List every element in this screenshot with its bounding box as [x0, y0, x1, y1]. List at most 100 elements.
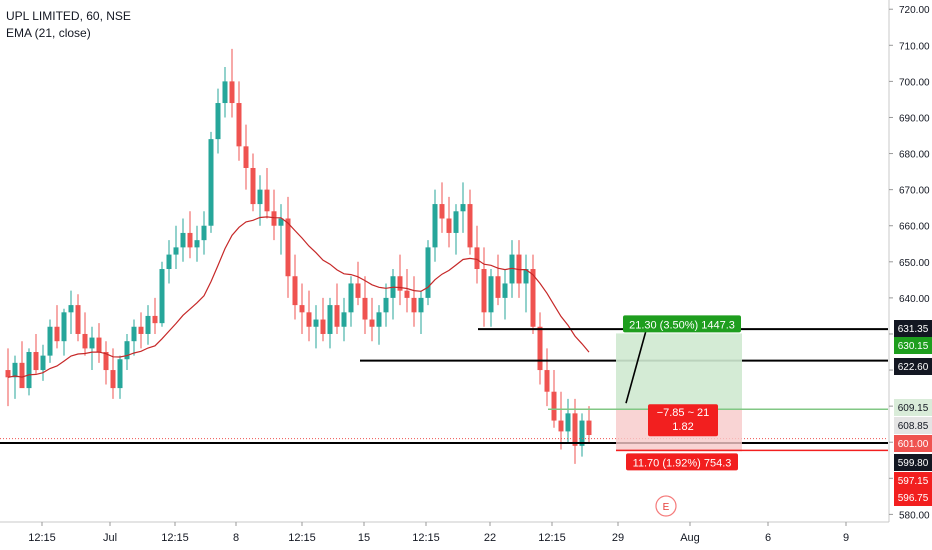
candle-body	[313, 319, 319, 327]
profit-label-bg	[623, 315, 741, 333]
ema-line	[7, 216, 590, 378]
time-tick-label: 9	[843, 532, 849, 544]
price-label: 601.00	[894, 435, 932, 452]
candle-body	[537, 326, 543, 371]
candle-body	[327, 305, 333, 334]
candle-body	[103, 352, 109, 371]
candle-body	[222, 81, 228, 104]
price-label-bg	[894, 417, 932, 434]
candle-body	[201, 225, 207, 241]
candle-body	[19, 362, 25, 389]
candle-body	[467, 204, 473, 248]
candle-body	[236, 103, 242, 147]
candle-body	[96, 337, 102, 353]
candle-body	[40, 355, 46, 371]
candle-body	[243, 146, 249, 168]
price-label-bg	[894, 358, 932, 375]
price-tick-label: 650.00	[899, 258, 930, 269]
candle-body	[110, 370, 116, 389]
candle-body	[145, 315, 151, 334]
price-label-bg	[894, 454, 932, 471]
loss-label: 11.70 (1.92%) 754.3	[626, 453, 738, 471]
candle-body	[397, 276, 403, 291]
candle-body	[306, 312, 312, 327]
arrow-line	[625, 323, 649, 404]
candle-body	[362, 297, 368, 320]
candle-body	[544, 370, 550, 392]
candle-body	[432, 204, 438, 248]
candle-body	[264, 189, 270, 212]
candle-body	[376, 312, 382, 327]
loss-label-bg	[626, 453, 738, 471]
price-label-bg	[894, 472, 932, 489]
price-tick-label: 680.00	[899, 150, 930, 161]
candle-body	[404, 290, 410, 298]
candle-body	[565, 413, 571, 432]
candle-body	[82, 333, 88, 349]
candle-body	[208, 139, 214, 226]
candle-body	[411, 297, 417, 313]
earnings-letter: E	[663, 502, 670, 513]
time-tick-label: 22	[484, 532, 496, 544]
price-label-text: 631.35	[898, 324, 929, 335]
risk-reward-line1: −7.85 ~ 21	[657, 407, 710, 419]
price-label: 599.80	[894, 454, 932, 471]
candle-body	[68, 305, 74, 313]
price-label: 608.85	[894, 417, 932, 434]
candle-body	[75, 305, 81, 334]
time-tick-label: 12:15	[28, 532, 56, 544]
risk-reward-bg	[648, 404, 718, 437]
candle-body	[173, 247, 179, 255]
candle-body	[89, 337, 95, 349]
candle-body	[187, 232, 193, 248]
price-tick-label: 710.00	[899, 41, 930, 52]
candle-body	[194, 240, 200, 248]
price-label-bg	[894, 320, 932, 337]
price-tick-label: 690.00	[899, 113, 930, 124]
price-label-text: 596.75	[898, 493, 929, 504]
candle-body	[481, 269, 487, 313]
price-label: 597.15	[894, 472, 932, 489]
candle-body	[383, 297, 389, 313]
price-tick-label: 640.00	[899, 294, 930, 305]
candle-body	[285, 218, 291, 277]
candle-body	[334, 305, 340, 327]
candle-body	[299, 305, 305, 313]
candle-body	[348, 283, 354, 313]
candle-body	[488, 276, 494, 313]
candle-body	[117, 359, 123, 389]
candle-body	[61, 312, 67, 342]
candle-body	[124, 341, 130, 360]
price-label: 630.15	[894, 337, 932, 354]
indicator-label[interactable]: EMA (21, close)	[6, 26, 91, 40]
candle-body	[271, 211, 277, 226]
candle-body	[257, 189, 263, 205]
candle-body	[26, 352, 32, 389]
candle-body	[152, 315, 158, 324]
candle-body	[166, 254, 172, 270]
profit-zone	[616, 333, 742, 410]
candle-body	[453, 211, 459, 233]
candle-body	[320, 319, 326, 334]
time-tick-label: 15	[358, 532, 370, 544]
time-tick-label: 29	[612, 532, 624, 544]
candle-body	[369, 319, 375, 327]
candle-body	[460, 204, 466, 212]
symbol-title[interactable]: UPL LIMITED, 60, NSE	[6, 9, 131, 23]
candle-body	[474, 247, 480, 270]
candle-body	[439, 204, 445, 219]
price-tick-label: 700.00	[899, 77, 930, 88]
candle-body	[33, 352, 39, 371]
time-axis: 12:15 Jul 12:15 8 12:15 15 12:15 22 12:15 29 Aug 6 9	[28, 522, 849, 544]
price-label-text: 608.85	[898, 421, 929, 432]
time-tick-label: 12:15	[161, 532, 189, 544]
chart-legend: UPL LIMITED, 60, NSE EMA (21, close)	[6, 8, 131, 42]
time-tick-label: Jul	[103, 532, 117, 544]
profit-label-text: 21.30 (3.50%) 1447.3	[629, 319, 735, 331]
candle-body	[446, 218, 452, 233]
price-label-text: 597.15	[898, 476, 929, 487]
price-label: 609.15	[894, 399, 932, 416]
candle-body	[180, 232, 186, 248]
candle-body	[5, 370, 11, 378]
